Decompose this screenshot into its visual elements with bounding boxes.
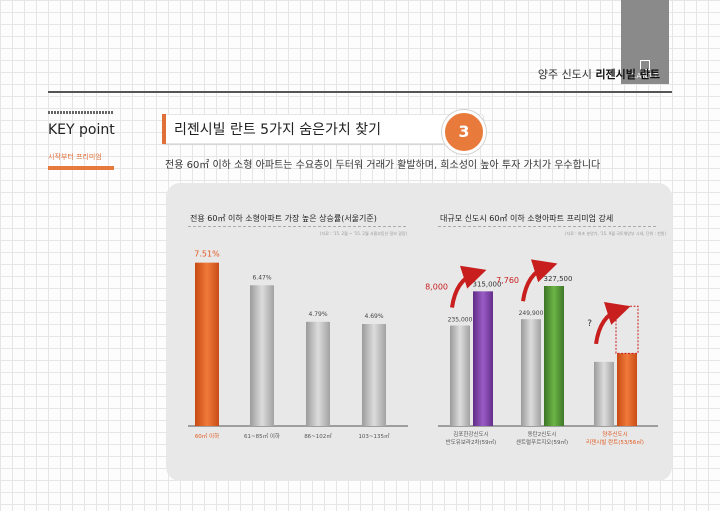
header-region: 양주 신도시 [537,68,592,81]
chart2-value-label-before: 249,900 [519,310,544,317]
chart2-value-label-after: 327,500 [544,275,573,283]
header-project: 리젠시빌 란트 [595,68,660,81]
chart1-title-divider [188,226,406,227]
headline-text: 리젠시빌 란트 5가지 숨은가치 찾기 [174,122,382,138]
chart1-category-label: 86~102㎡ [304,432,332,440]
chart1-bar [195,262,219,426]
chart2-premium-arrow [594,302,631,345]
chart2-premium-arrow [450,265,487,308]
header-title: 양주 신도시 리젠시빌 란트 [538,66,660,82]
brand-logo: RANTT [621,0,669,84]
key-point-bottom-bar [48,166,114,170]
chart2-title: 대규모 신도시 60㎡ 이하 소형아파트 프리미엄 강세 [440,214,614,223]
chart2-projected-bar [615,305,639,354]
key-point-top-bar [48,111,114,114]
headline-box [162,114,484,144]
key-point-subtitle: 시작부터 프리미엄 [48,153,102,161]
chart1-value-label: 4.69% [364,313,383,320]
chart2-bar-before [450,325,470,426]
chart1-value-label: 4.79% [308,311,327,318]
chart1-category-label: 60㎡ 이하 [195,432,219,440]
chart1-marks: 7.51% 60㎡ 이하 6.47% 61~85㎡ 이하 4.79% 86~102㎡ 4.6… [194,250,390,440]
chart1-category-label: 103~135㎡ [358,432,390,440]
brand-name: RANTT [630,72,660,80]
key-point-title: KEY point [48,122,115,138]
chart2-title-divider [438,226,656,227]
chart2-category-label: 리젠시빌 란트(53/56㎡) [586,438,644,446]
chart1-title: 전용 60㎡ 이하 소형아파트 가장 높은 상승률(서울기준) [190,214,377,223]
chart1-source: (자료 : '15. 2월 ~ '15. 2월 서울부동산 정보 광장) [320,231,408,236]
chart2-source: (자료 : 최초 분양가, '15. 9월 국토해양부 시세, 단위 : 천원) [565,231,666,236]
chart2-bar-after [544,285,564,426]
chart2-bar-before [594,361,614,426]
chart2-category-label: 동탄2신도시 [528,430,557,438]
chart1-bar [250,285,274,426]
chart1-value-label: 6.47% [252,274,271,281]
chart1-bar [306,321,330,426]
chart2-bar-before [521,319,541,426]
chart2-premium-label: 7,760 [496,276,519,285]
chart2-category-label: 양주신도시 [602,430,627,438]
chart2-value-label-before: 235,000 [448,317,473,324]
headline-accent [162,114,166,144]
chart2-premium-label: ? [587,319,592,329]
chart2-category-label: 센트럴푸르지오(59㎡) [516,438,568,446]
header-divider [48,91,672,93]
logo-mark-icon [640,60,650,70]
chart2-category-label: 김포한강신도시 [453,430,488,438]
summary-text: 전용 60㎡ 이하 소형 아파트는 수요층이 두터워 거래가 활발하며, 희소성… [165,160,601,171]
chart2-value-label-after: 315,000 [473,280,502,288]
chart2-premium-arrow [521,259,558,302]
chart2-bar-after [473,291,493,426]
chart1-value-label: 7.51% [194,250,220,259]
chart2-bar-after [617,353,637,426]
chart2-category-label: 반도유보라2차(59㎡) [446,438,497,446]
section-number-badge: 3 [442,110,486,154]
chart2-premium-label: 8,000 [425,283,448,292]
chart1-category-label: 61~85㎡ 이하 [244,432,280,440]
chart1-bar [362,323,386,426]
